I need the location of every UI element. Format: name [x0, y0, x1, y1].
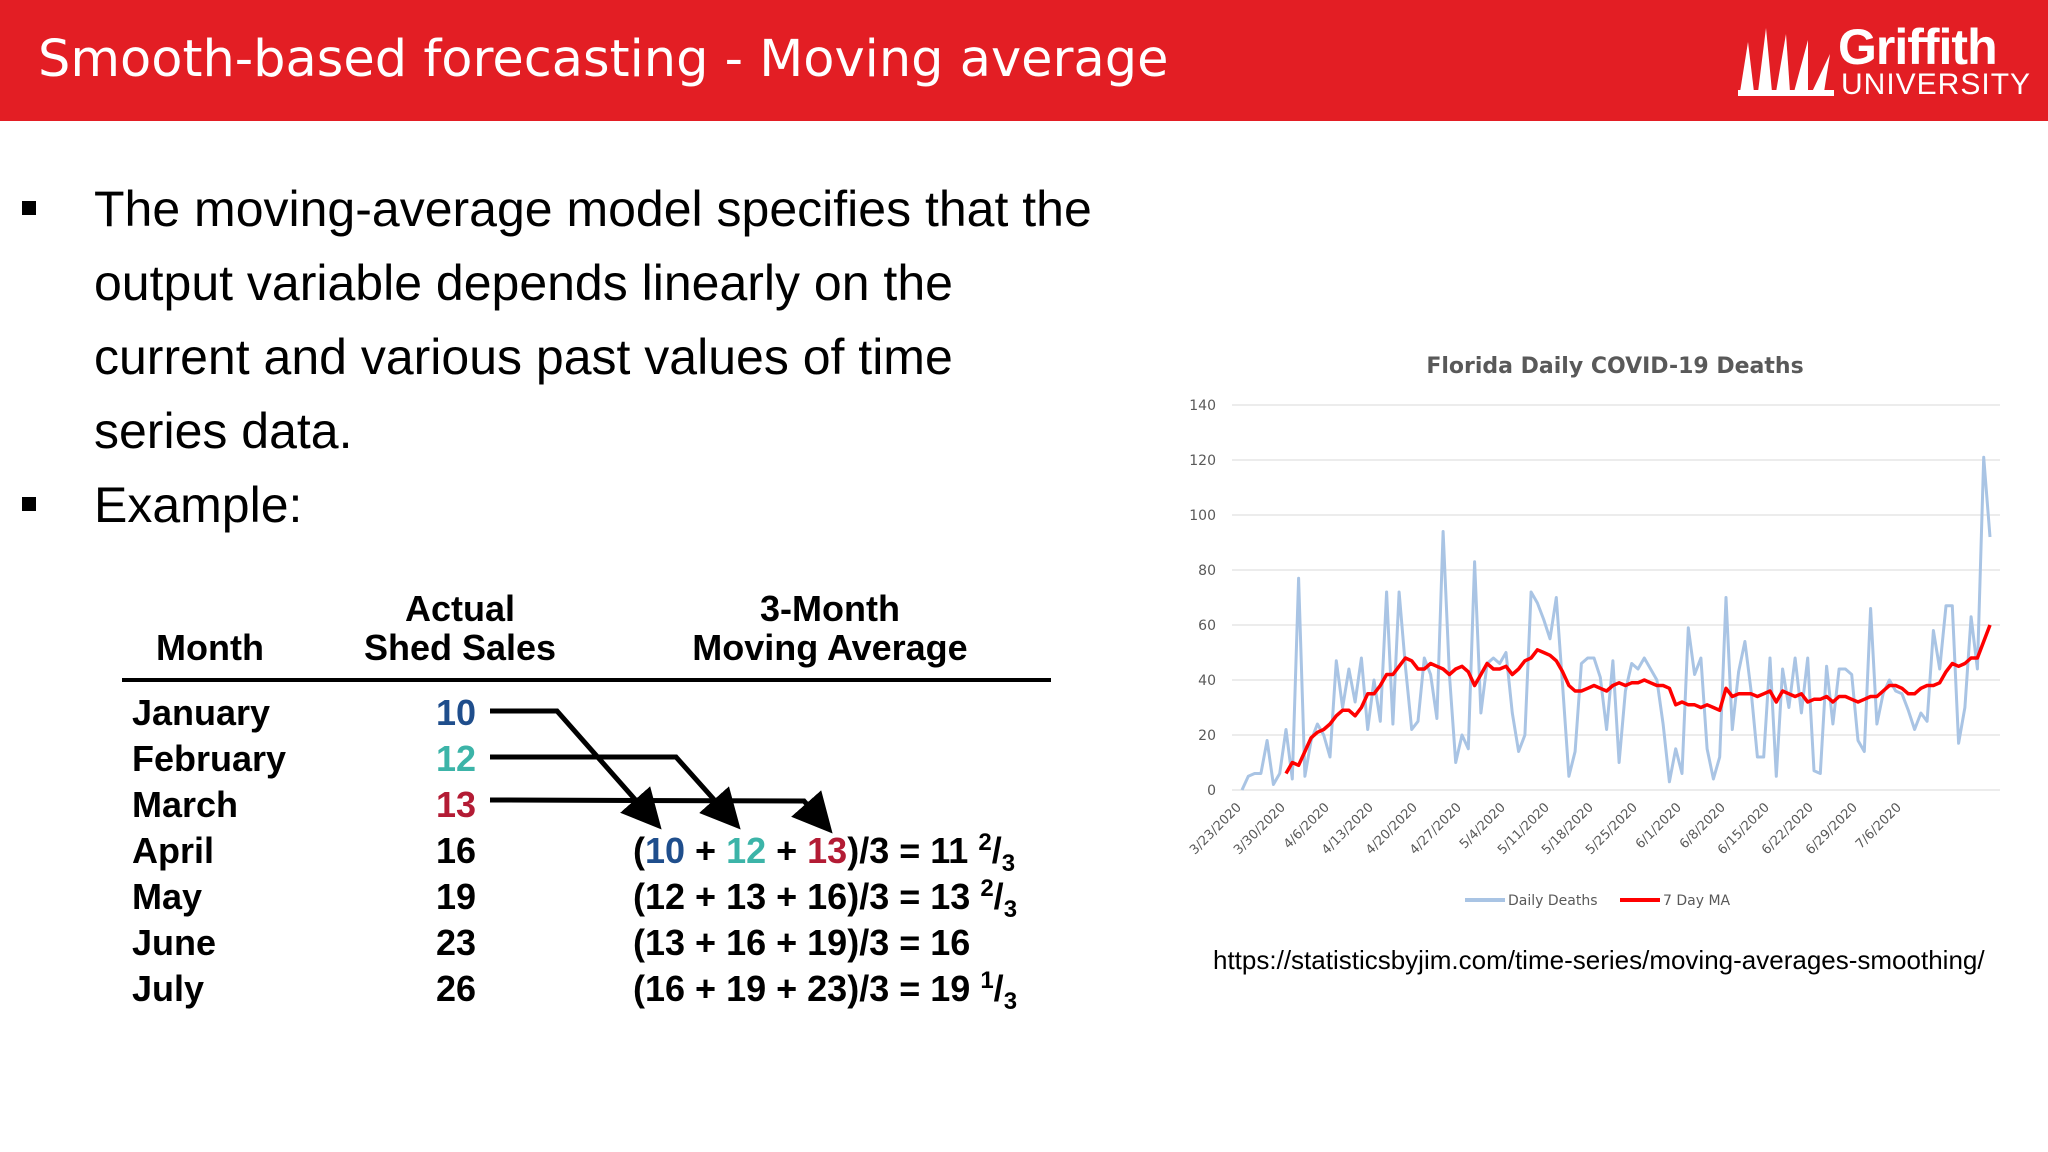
row-mar-month: March	[132, 784, 239, 825]
jul-frac-den: 3	[1003, 988, 1018, 1016]
jun-term-b: 16	[726, 922, 767, 963]
apr-term-b: 12	[726, 830, 767, 871]
x-tick-label: 6/1/2020	[1633, 800, 1685, 852]
legend-label: Daily Deaths	[1508, 893, 1598, 909]
chart-title: Florida Daily COVID-19 Deaths	[1426, 354, 1803, 379]
may-frac-den: 3	[1003, 896, 1018, 924]
source-url: https://statisticsbyjim.com/time-series/…	[1213, 945, 1985, 975]
legend-label: 7 Day MA	[1663, 893, 1731, 909]
row-apr-formula: (10 + 12 + 13)/3 = 11 2/3	[633, 829, 1016, 878]
header-actual: Actual Shed Sales	[340, 589, 580, 667]
row-feb-month: February	[132, 738, 287, 779]
row-may-sales: 19	[436, 876, 477, 917]
apr-frac-den: 3	[1001, 850, 1016, 878]
row-jul-formula: (16 + 19 + 23)/3 = 19 1/3	[633, 967, 1018, 1016]
header-actual-line1: Actual	[404, 588, 516, 629]
row-jun-formula: (13 + 16 + 19)/3 = 16	[633, 922, 971, 963]
y-tick-label: 120	[1189, 453, 1216, 469]
title-bar: Smooth-based forecasting - Moving averag…	[0, 0, 2048, 121]
row-apr-sales: 16	[436, 830, 477, 871]
y-tick-label: 140	[1189, 398, 1216, 414]
may-result: 13	[930, 876, 971, 917]
jul-frac-num: 1	[980, 967, 994, 994]
header-ma-line1: 3-Month	[760, 588, 900, 629]
bullet-2-text: Example:	[94, 477, 303, 533]
series-line-daily-deaths	[1240, 455, 1992, 791]
row-jun-month: June	[132, 922, 217, 963]
bullet-marker	[22, 497, 36, 511]
bullet-1-text: The moving-average model specifies that …	[94, 181, 1092, 459]
apr-term-a: 10	[645, 830, 686, 871]
x-tick-label: 7/6/2020	[1853, 800, 1905, 852]
jul-term-b: 19	[726, 968, 767, 1009]
header-rule	[122, 678, 1051, 682]
y-tick-label: 100	[1189, 508, 1216, 524]
arrow-mar	[489, 790, 833, 834]
header-moving-average: 3-Month Moving Average	[640, 589, 1020, 667]
apr-result: 11	[930, 830, 969, 871]
series-line-7-day-ma	[1284, 624, 1992, 775]
griffith-logo: Griffith UNIVERSITY	[1738, 19, 2032, 101]
row-jan-month: January	[132, 692, 271, 733]
row-jul-sales: 26	[436, 968, 477, 1009]
y-tick-label: 0	[1207, 783, 1216, 799]
jun-term-c: 19	[807, 922, 848, 963]
jul-result: 19	[930, 968, 971, 1009]
y-tick-label: 20	[1198, 728, 1216, 744]
jun-result: 16	[930, 922, 971, 963]
y-tick-label: 60	[1198, 618, 1216, 634]
may-term-a: 12	[645, 876, 686, 917]
may-term-b: 13	[726, 876, 767, 917]
row-apr-month: April	[132, 830, 215, 871]
row-mar-sales: 13	[436, 784, 477, 825]
y-tick-label: 40	[1198, 673, 1216, 689]
jul-term-c: 23	[807, 968, 848, 1009]
logo-wordmark: Griffith	[1838, 19, 1998, 75]
header-ma-line2: Moving Average	[692, 627, 968, 668]
row-jan-sales: 10	[436, 692, 477, 733]
jul-term-a: 16	[645, 968, 686, 1009]
slide-title: Smooth-based forecasting - Moving averag…	[38, 30, 1169, 89]
griffith-flame-icon	[1738, 28, 1834, 96]
logo-subtitle: UNIVERSITY	[1841, 68, 2032, 101]
may-frac-num: 2	[980, 875, 994, 902]
apr-term-c: 13	[807, 830, 848, 871]
row-may-month: May	[132, 876, 203, 917]
y-tick-label: 80	[1198, 563, 1216, 579]
row-feb-sales: 12	[436, 738, 477, 779]
apr-frac-num: 2	[978, 829, 992, 856]
header-month: Month	[156, 627, 264, 668]
covid-deaths-chart: Florida Daily COVID-19 Deaths 0 20 40 60 80 10…	[1187, 354, 2000, 909]
arrow-jan	[490, 708, 662, 830]
row-may-formula: (12 + 13 + 16)/3 = 13 2/3	[633, 875, 1018, 924]
bullet-marker	[22, 201, 36, 215]
may-term-c: 16	[807, 876, 848, 917]
row-jul-month: July	[132, 968, 205, 1009]
jun-term-a: 13	[645, 922, 686, 963]
row-jun-sales: 23	[436, 922, 477, 963]
header-actual-line2: Shed Sales	[363, 627, 557, 668]
arrow-feb	[490, 754, 741, 830]
